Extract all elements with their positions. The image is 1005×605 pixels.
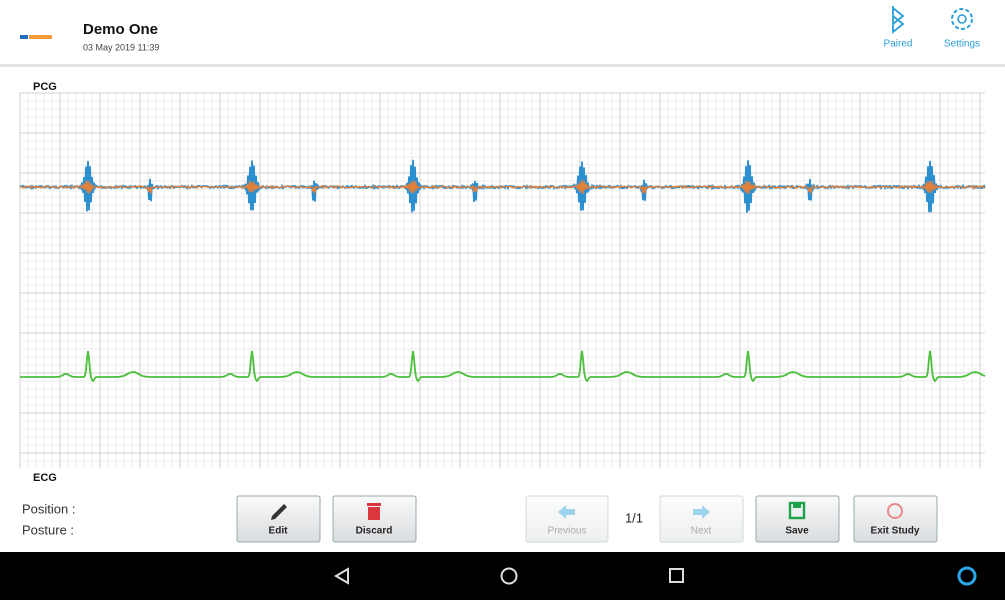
previous-button[interactable]: Previous [525, 495, 609, 543]
save-label: Save [785, 526, 809, 537]
header-shadow [0, 64, 1005, 67]
header [0, 0, 1005, 64]
exit-study-button[interactable]: Exit Study [853, 495, 938, 543]
nav-back[interactable] [334, 567, 349, 585]
next-label: Next [691, 526, 712, 537]
ecg-waveform [20, 350, 986, 383]
pcg-label: PCG [33, 81, 57, 93]
previous-label: Previous [548, 526, 587, 537]
nav-recents[interactable] [669, 568, 684, 583]
settings-label: Settings [944, 39, 980, 50]
exit-study-label: Exit Study [871, 526, 920, 537]
discard-label: Discard [356, 526, 393, 537]
bluetooth-label: Paired [884, 39, 913, 50]
posture-label: Posture : [22, 522, 74, 537]
next-button[interactable]: Next [659, 495, 744, 543]
bluetooth-button[interactable]: Paired [884, 6, 913, 50]
logo [20, 35, 52, 39]
pcg-waveform-secondary [19, 179, 986, 195]
save-button[interactable]: Save [755, 495, 840, 543]
settings-button[interactable]: Settings [944, 8, 980, 50]
ecg-label: ECG [33, 472, 57, 484]
grid [19, 92, 985, 468]
position-label: Position : [22, 501, 75, 516]
discard-button[interactable]: Discard [332, 495, 417, 543]
edit-button[interactable]: Edit [236, 495, 321, 543]
date-time: 03 May 2019 11:39 [83, 42, 159, 52]
assistant[interactable] [957, 566, 977, 586]
page-indicator: 1/1 [625, 510, 643, 525]
patient-name: Demo One [83, 21, 158, 38]
edit-label: Edit [269, 526, 289, 537]
nav-home[interactable] [500, 567, 518, 585]
